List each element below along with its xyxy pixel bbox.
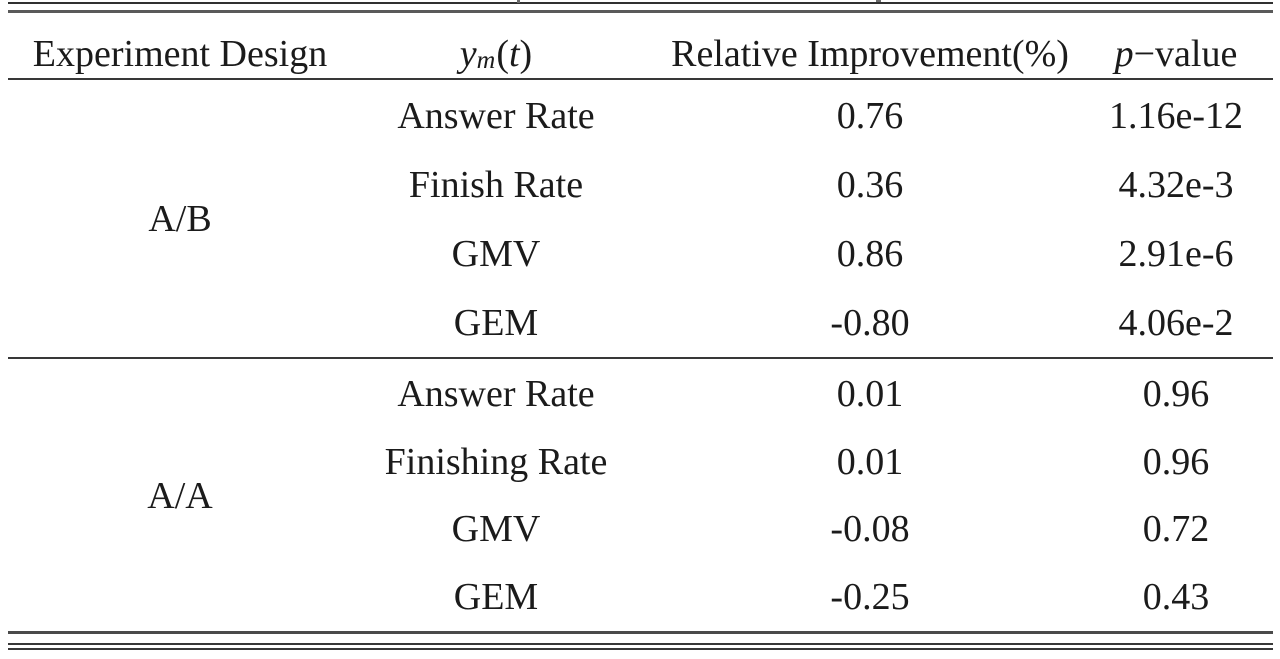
improvement-cell: 0.01 xyxy=(836,372,904,415)
p-value-cell: 0.43 xyxy=(1142,576,1210,619)
table-header-row: Experiment Design y m(t) Relative Improve… xyxy=(8,30,1272,78)
header-metric-ym-t: y m(t) xyxy=(352,30,640,78)
p-value-cell: 2.91e-6 xyxy=(1118,232,1234,275)
metric-cell: GEM xyxy=(453,576,539,619)
top-double-rule-line-2 xyxy=(8,10,1273,13)
improvement-cell: 0.76 xyxy=(836,94,904,137)
improvement-cell: 0.86 xyxy=(836,232,904,275)
header-separator-rule xyxy=(8,78,1273,80)
math-paren-close: ) xyxy=(519,33,533,75)
group-aa: A/A Answer Rate 0.01 0.96 Finishing Rate… xyxy=(8,360,1272,631)
metric-cell: GEM xyxy=(453,301,539,344)
header-experiment-design: Experiment Design xyxy=(32,33,328,75)
p-value-cell: 0.72 xyxy=(1142,508,1210,551)
metric-cell: Answer Rate xyxy=(397,372,595,415)
bottom-rule-line-2 xyxy=(8,643,1273,645)
p-value-cell: 0.96 xyxy=(1142,372,1210,415)
improvement-cell: 0.01 xyxy=(836,440,904,483)
bottom-rule-line-1 xyxy=(8,631,1273,634)
design-label-ab: A/B xyxy=(148,198,212,240)
metric-cell: GMV xyxy=(451,508,541,551)
header-relative-improvement: Relative Improvement(%) xyxy=(671,33,1069,75)
bottom-rule-line-3 xyxy=(8,648,1273,650)
group-ab: A/B Answer Rate 0.76 1.16e-12 Finish Rat… xyxy=(8,81,1272,357)
metric-cell: Finishing Rate xyxy=(384,440,608,483)
p-value-cell: 4.06e-2 xyxy=(1118,301,1234,344)
metric-cell: Answer Rate xyxy=(397,94,595,137)
math-p: p xyxy=(1114,33,1134,75)
math-t: t xyxy=(508,33,520,75)
improvement-cell: 0.36 xyxy=(836,163,904,206)
top-double-rule-line-1 xyxy=(8,2,1273,4)
p-value-cell: 0.96 xyxy=(1142,440,1210,483)
p-value-cell: 4.32e-3 xyxy=(1118,163,1234,206)
metric-cell: GMV xyxy=(451,232,541,275)
p-value-suffix: −value xyxy=(1133,33,1238,75)
cropped-caption-descender-1 xyxy=(517,0,520,3)
design-label-aa: A/A xyxy=(147,474,213,517)
improvement-cell: -0.25 xyxy=(830,576,910,619)
header-p-value: p −value xyxy=(1100,30,1272,78)
improvement-cell: -0.80 xyxy=(830,301,910,344)
group-separator-rule xyxy=(8,357,1273,359)
improvement-cell: -0.08 xyxy=(830,508,910,551)
cropped-caption-descender-2 xyxy=(876,0,881,2)
math-sub-m: m xyxy=(476,44,496,74)
p-value-cell: 1.16e-12 xyxy=(1108,94,1244,137)
metric-cell: Finish Rate xyxy=(408,163,584,206)
math-paren-open: ( xyxy=(496,33,509,75)
math-y: y xyxy=(459,33,477,75)
